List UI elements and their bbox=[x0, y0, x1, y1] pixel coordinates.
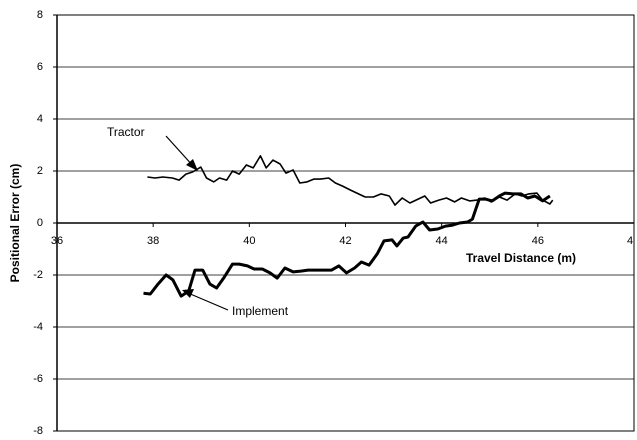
y-tick-label: 8 bbox=[37, 9, 43, 21]
y-tick-label: 4 bbox=[37, 113, 43, 125]
series-line bbox=[143, 191, 551, 298]
y-tick-label: -6 bbox=[33, 373, 43, 385]
y-tick-label: 2 bbox=[37, 165, 43, 177]
x-axis-label: Travel Distance (m) bbox=[466, 251, 576, 265]
y-tick-label: -2 bbox=[33, 269, 43, 281]
y-tick-label: -8 bbox=[33, 425, 43, 435]
annotation: Implement bbox=[232, 304, 289, 318]
y-tick-label: 6 bbox=[37, 61, 43, 73]
x-tick-label: 40 bbox=[243, 235, 255, 247]
x-tick-label: 38 bbox=[147, 235, 159, 247]
y-axis-label: Positional Error (cm) bbox=[8, 164, 22, 283]
annotation-arrow bbox=[187, 292, 229, 311]
x-tick-label: 42 bbox=[339, 235, 351, 247]
annotation: Tractor bbox=[107, 125, 145, 139]
annotation-arrow bbox=[165, 135, 195, 168]
x-tick-label: 44 bbox=[436, 235, 448, 247]
x-tick-label: 4 bbox=[627, 235, 633, 247]
x-tick-label: 46 bbox=[532, 235, 544, 247]
series-line bbox=[147, 155, 554, 206]
x-tick-label: 36 bbox=[51, 235, 63, 247]
arrow-head bbox=[182, 289, 194, 298]
y-tick-label: -4 bbox=[33, 321, 43, 333]
arrow-head bbox=[186, 159, 198, 171]
y-tick-label: 0 bbox=[37, 217, 43, 229]
